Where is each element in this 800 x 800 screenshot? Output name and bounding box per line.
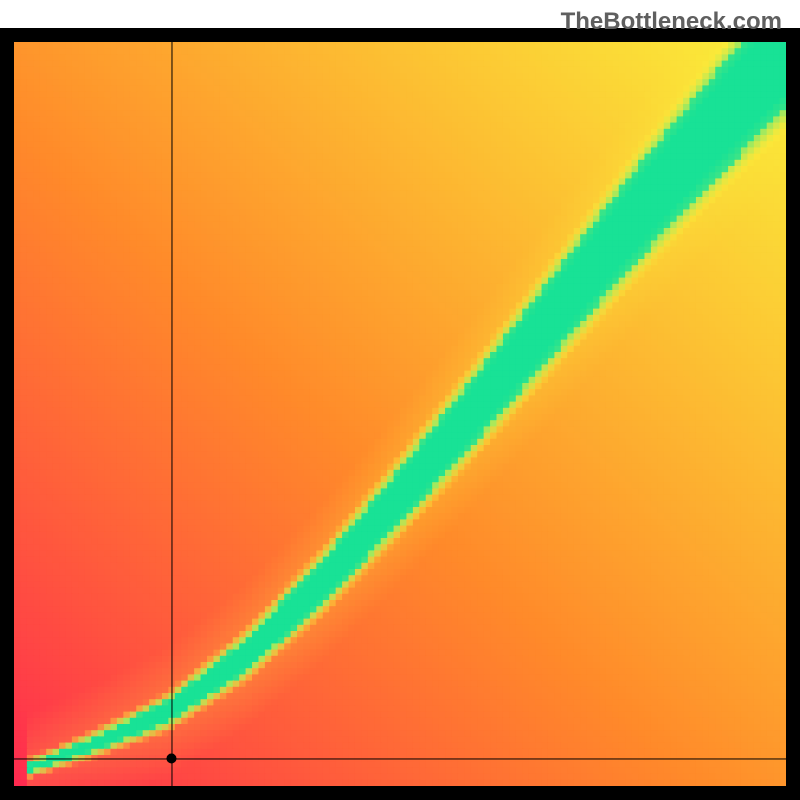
chart-container: { "attribution": { "text": "TheBottlenec… <box>0 0 800 800</box>
attribution-text: TheBottleneck.com <box>561 8 782 36</box>
bottleneck-heatmap-canvas <box>0 0 800 800</box>
